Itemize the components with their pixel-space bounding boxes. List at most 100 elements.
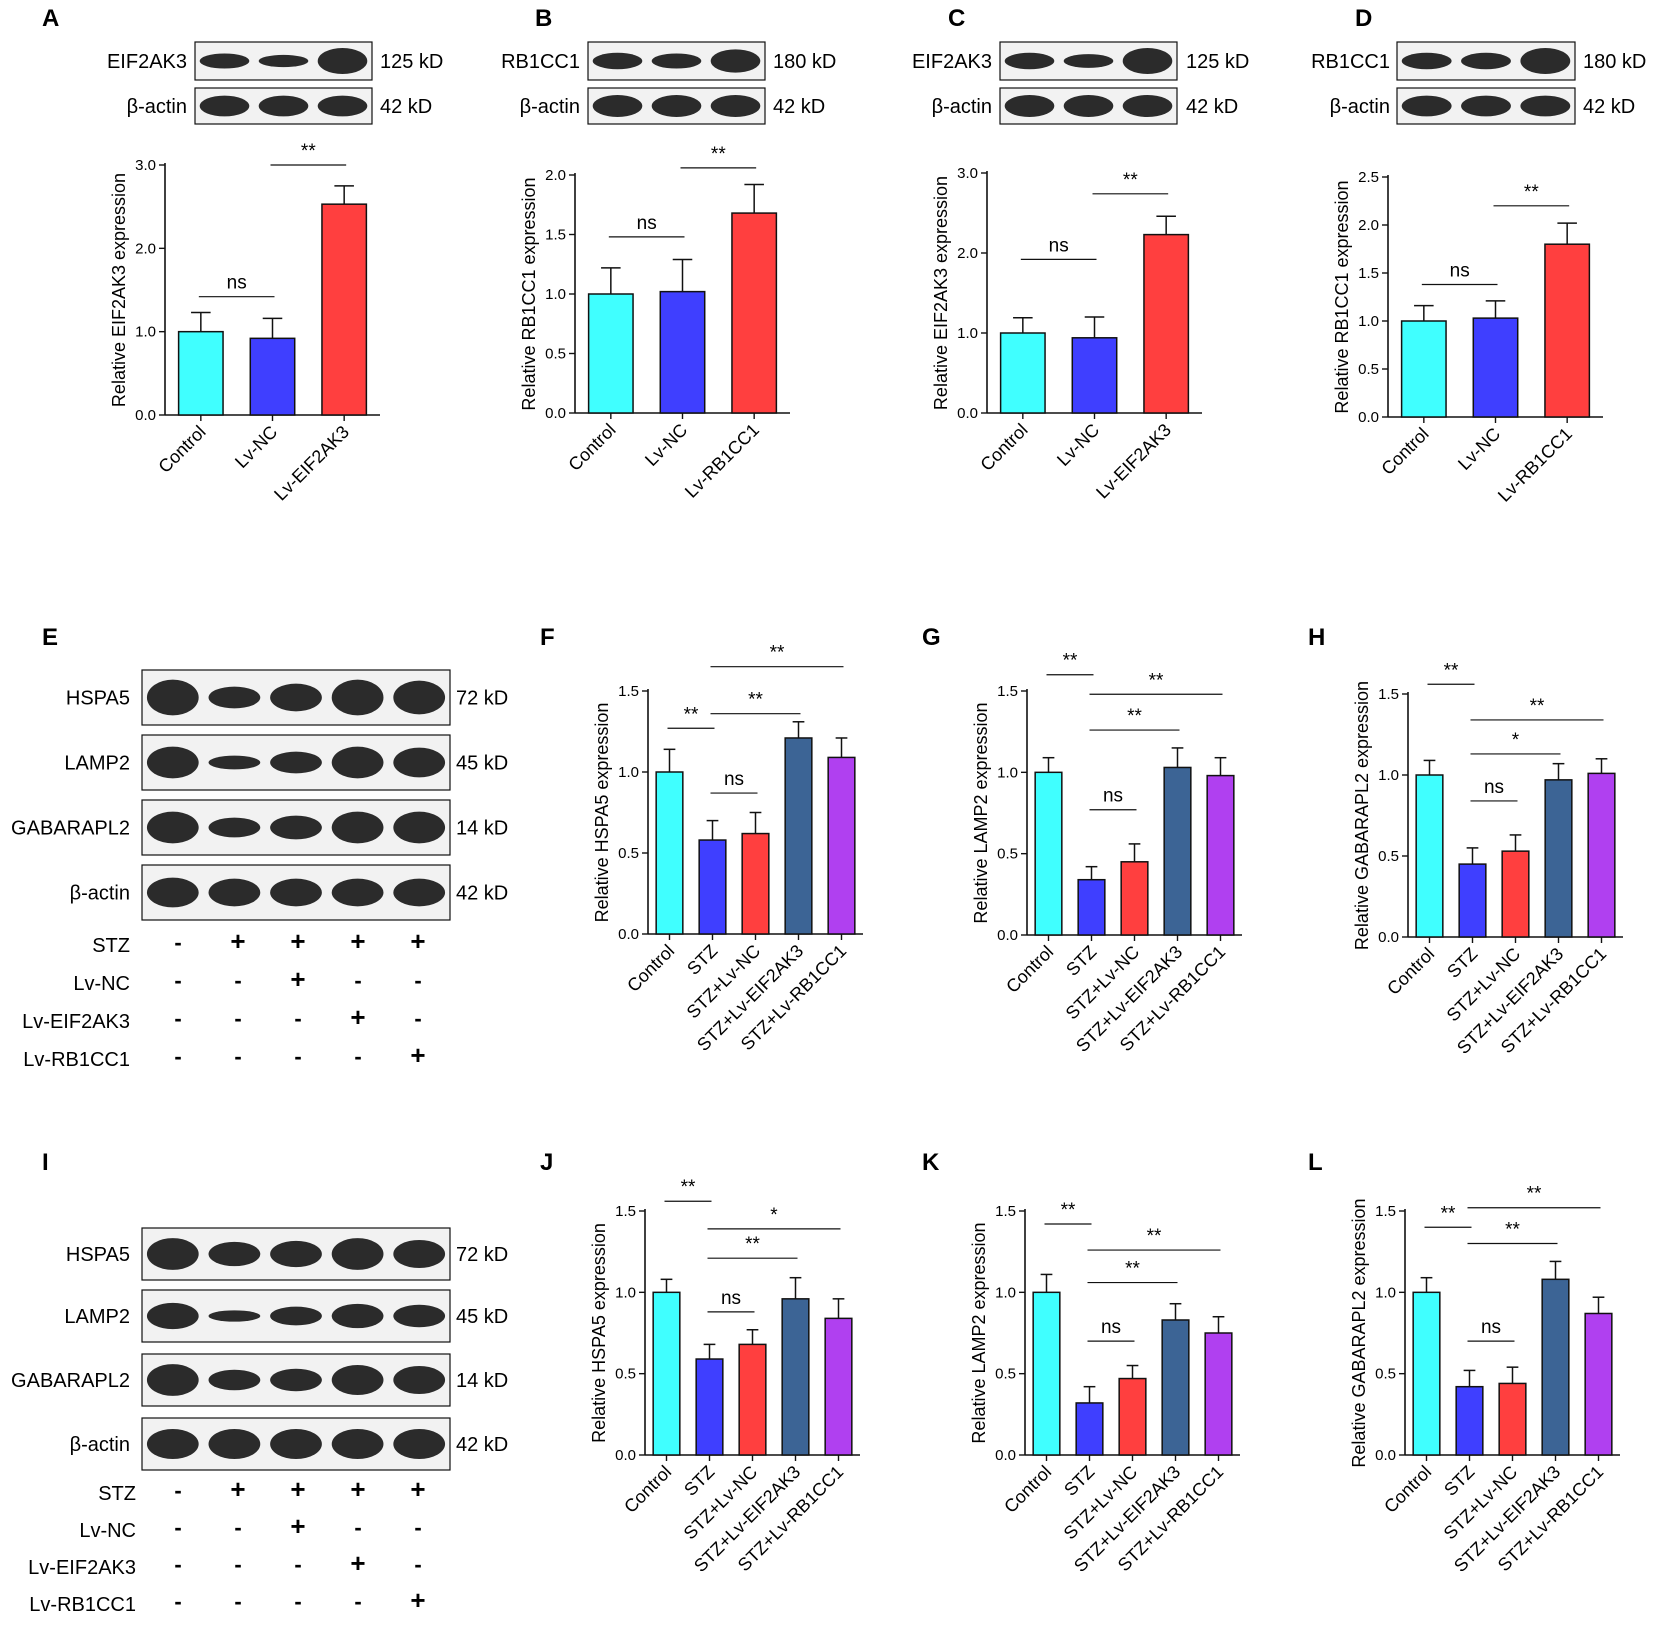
- blot-band: [393, 1429, 446, 1459]
- blot-band: [208, 817, 261, 838]
- blot-band: [710, 49, 761, 73]
- y-tick-label: 0.5: [997, 846, 1018, 863]
- y-tick-label: 2.5: [1358, 169, 1379, 186]
- y-tick-label: 1.5: [545, 227, 566, 244]
- blot-band: [146, 1429, 199, 1459]
- blot-size-label: 45 kD: [456, 753, 508, 775]
- bar: [1161, 1319, 1190, 1456]
- blot-band: [146, 1364, 199, 1396]
- y-tick-label: 1.0: [1358, 313, 1379, 330]
- blot-band: [393, 1365, 446, 1395]
- significance-label: **: [711, 144, 726, 165]
- treatment-sign: -: [234, 1589, 241, 1614]
- blot-size-label: 14 kD: [456, 818, 508, 840]
- treatment-sign: +: [410, 1040, 425, 1070]
- bar: [1400, 320, 1447, 418]
- blot-band: [1520, 48, 1571, 74]
- bar: [1415, 774, 1444, 938]
- blot-size-label: 72 kD: [456, 688, 508, 710]
- chart-a: 0.0 1.0 2.0 3.0 Relative EIF2AK3 expression C…: [109, 141, 380, 504]
- panel-letter: A: [42, 5, 59, 32]
- significance-label: **: [770, 643, 785, 664]
- blot-band: [1520, 95, 1571, 117]
- category-label: STZ: [1443, 944, 1481, 982]
- significance-label: **: [745, 1234, 760, 1255]
- blot-panel-b: B RB1CC1 180 kD β-actin 42 kD: [501, 5, 836, 125]
- y-tick-label: 1.5: [618, 683, 639, 700]
- blot-protein-label: β-actin: [70, 1434, 130, 1456]
- bar: [1587, 772, 1616, 938]
- treatment-sign: -: [174, 968, 181, 993]
- blot-band: [199, 53, 250, 69]
- blot-band: [258, 54, 309, 68]
- treatment-sign: -: [414, 1006, 421, 1031]
- bar: [652, 1291, 681, 1456]
- bar: [1118, 1377, 1147, 1456]
- chart-f: F 0.0 0.5 1.0 1.5 Relative HSPA5 expression Co…: [540, 624, 863, 1055]
- y-tick-label: 3.0: [135, 157, 156, 174]
- y-tick-label: 0.0: [1375, 1447, 1396, 1464]
- treatment-sign: -: [294, 1552, 301, 1577]
- bar: [1120, 861, 1149, 936]
- blot-size-label: 125 kD: [1186, 51, 1249, 73]
- y-tick-label: 1.0: [995, 1284, 1016, 1301]
- treatment-sign: +: [350, 926, 365, 956]
- blot-band: [393, 811, 446, 844]
- y-tick-label: 3.0: [957, 165, 978, 182]
- blot-band: [331, 1238, 384, 1270]
- y-tick-label: 0.5: [995, 1366, 1016, 1383]
- category-label: STZ: [1060, 1462, 1098, 1500]
- blot-band: [1401, 95, 1452, 117]
- blot-size-label: 45 kD: [456, 1306, 508, 1328]
- blot-band: [331, 1365, 384, 1395]
- y-tick-label: 1.0: [615, 1284, 636, 1301]
- treatment-sign: +: [410, 1474, 425, 1504]
- panel-letter: C: [948, 5, 965, 32]
- y-tick-label: 0.5: [1375, 1366, 1396, 1383]
- significance-label: **: [1441, 1203, 1456, 1224]
- bar: [1544, 243, 1591, 418]
- bar: [731, 212, 778, 414]
- blot-size-label: 180 kD: [1583, 51, 1646, 73]
- treatment-sign: +: [410, 926, 425, 956]
- y-axis-label: Relative GABARAPL2 expression: [1352, 681, 1372, 950]
- blot-band: [592, 52, 643, 70]
- treatment-label: Lv-EIF2AK3: [22, 1011, 130, 1033]
- bar: [1584, 1312, 1613, 1456]
- blot-protein-label: EIF2AK3: [912, 51, 992, 73]
- significance-label: **: [1147, 1226, 1162, 1247]
- bar: [827, 756, 856, 935]
- y-tick-label: 0.0: [615, 1447, 636, 1464]
- y-tick-label: 1.0: [997, 764, 1018, 781]
- significance-label: **: [1061, 1200, 1076, 1221]
- bar: [784, 737, 813, 935]
- blot-band: [270, 683, 322, 712]
- blot-protein-label: β-actin: [932, 96, 992, 118]
- bar: [738, 1343, 767, 1456]
- y-tick-label: 0.0: [995, 1447, 1016, 1464]
- blot-size-label: 125 kD: [380, 51, 443, 73]
- treatment-sign: -: [294, 1044, 301, 1069]
- chart-d: 0.0 0.5 1.0 1.5 2.0 2.5 Relative RB1CC1 expres…: [1332, 169, 1603, 506]
- blot-band: [1063, 54, 1114, 68]
- panel-letter: F: [540, 624, 555, 651]
- treatment-sign: -: [354, 1044, 361, 1069]
- treatment-sign: +: [290, 1474, 305, 1504]
- y-tick-label: 1.5: [615, 1203, 636, 1220]
- bar: [655, 771, 684, 935]
- treatment-sign: -: [414, 968, 421, 993]
- bar: [1204, 1332, 1233, 1456]
- y-tick-label: 0.5: [618, 845, 639, 862]
- blot-size-label: 42 kD: [456, 1434, 508, 1456]
- treatment-sign: -: [234, 1515, 241, 1540]
- blot-band: [146, 1302, 199, 1330]
- category-label: Control: [1380, 1462, 1435, 1517]
- y-tick-label: 0.0: [1358, 409, 1379, 426]
- treatment-sign: -: [174, 1515, 181, 1540]
- bar: [249, 337, 296, 416]
- category-label: Lv-EIF2AK3: [1092, 420, 1175, 503]
- y-axis-label: Relative HSPA5 expression: [592, 703, 612, 923]
- treatment-sign: -: [354, 968, 361, 993]
- blot-panel-i: I HSPA5 72 kD LAMP2 45 kD GABARAPL2 14 kD β-act…: [11, 1149, 508, 1616]
- y-tick-label: 1.5: [1375, 1203, 1396, 1220]
